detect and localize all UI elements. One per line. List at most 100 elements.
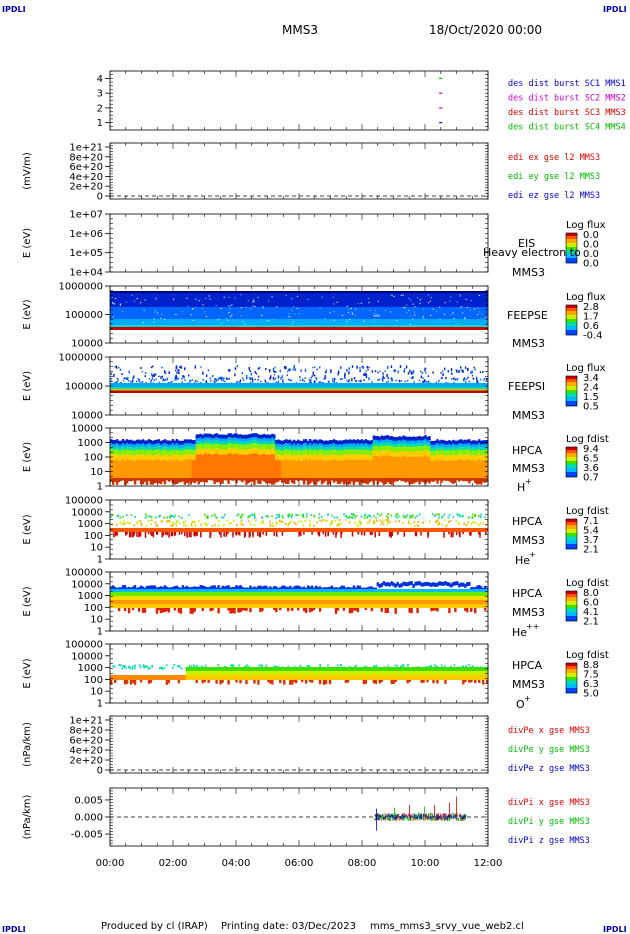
col bbox=[217, 434, 220, 439]
speckle bbox=[228, 312, 230, 314]
col bbox=[273, 596, 276, 600]
col bbox=[175, 446, 179, 450]
col bbox=[207, 443, 210, 449]
col bbox=[127, 450, 131, 456]
speckle bbox=[475, 376, 478, 381]
col bbox=[195, 478, 198, 482]
speckle bbox=[293, 367, 295, 370]
speckle bbox=[400, 665, 402, 668]
col bbox=[456, 455, 459, 461]
speckle bbox=[470, 532, 472, 536]
col bbox=[161, 589, 165, 592]
col bbox=[215, 453, 218, 480]
speckle bbox=[442, 370, 444, 372]
col bbox=[422, 446, 425, 452]
col bbox=[372, 589, 375, 592]
col bbox=[205, 586, 208, 591]
col bbox=[326, 444, 330, 448]
col bbox=[191, 589, 194, 592]
speckle bbox=[254, 516, 256, 519]
col bbox=[436, 459, 439, 480]
col bbox=[364, 446, 368, 450]
col bbox=[129, 589, 133, 592]
col bbox=[151, 450, 155, 456]
speckle bbox=[354, 516, 356, 519]
colorbar-swatch bbox=[566, 532, 577, 534]
overlay-label: Heavy electron to bbox=[483, 246, 581, 259]
col bbox=[310, 460, 314, 480]
col bbox=[446, 455, 449, 461]
speckle bbox=[353, 513, 355, 516]
col bbox=[231, 604, 234, 608]
col bbox=[151, 585, 155, 590]
speckle bbox=[117, 514, 120, 517]
col bbox=[125, 592, 129, 596]
col bbox=[370, 443, 374, 447]
col bbox=[342, 592, 346, 596]
speckle bbox=[254, 371, 256, 374]
col bbox=[484, 440, 487, 445]
speckle bbox=[301, 514, 303, 517]
col bbox=[229, 604, 232, 608]
col bbox=[410, 446, 413, 452]
col bbox=[424, 604, 427, 608]
speckle bbox=[234, 367, 237, 370]
col bbox=[145, 592, 149, 596]
colorbar-swatch bbox=[566, 458, 577, 460]
col bbox=[259, 604, 262, 608]
col bbox=[147, 449, 151, 455]
y-tick-label: 1e+06 bbox=[69, 229, 103, 240]
col bbox=[249, 608, 252, 613]
col bbox=[370, 449, 374, 455]
col bbox=[346, 446, 350, 450]
col bbox=[332, 478, 336, 483]
col bbox=[306, 460, 310, 480]
speckle bbox=[462, 378, 465, 382]
col bbox=[143, 592, 147, 596]
col bbox=[320, 604, 324, 608]
col bbox=[239, 444, 242, 450]
col bbox=[209, 440, 212, 444]
col bbox=[183, 604, 186, 608]
col bbox=[257, 441, 260, 445]
col bbox=[197, 449, 200, 455]
col bbox=[187, 459, 190, 480]
col bbox=[476, 444, 479, 448]
col bbox=[255, 440, 258, 444]
speckle bbox=[223, 296, 225, 298]
col bbox=[203, 586, 206, 591]
col bbox=[434, 440, 437, 445]
col bbox=[255, 589, 258, 592]
col bbox=[117, 675, 121, 680]
speckle bbox=[188, 513, 190, 516]
col bbox=[277, 478, 280, 482]
col bbox=[380, 583, 383, 588]
col bbox=[446, 447, 449, 451]
speckle bbox=[470, 371, 472, 374]
col bbox=[312, 589, 316, 592]
col bbox=[320, 443, 324, 447]
col bbox=[460, 439, 463, 444]
col bbox=[277, 439, 280, 444]
col bbox=[255, 600, 258, 604]
col bbox=[253, 604, 256, 608]
colorbar-tick-label: 6.0 bbox=[583, 598, 599, 609]
speckle bbox=[368, 377, 370, 381]
col bbox=[239, 592, 242, 596]
col bbox=[131, 596, 135, 600]
col bbox=[287, 449, 290, 455]
col bbox=[318, 459, 322, 480]
col bbox=[177, 589, 181, 592]
col bbox=[464, 459, 467, 480]
col bbox=[225, 589, 228, 592]
colorbar-tick-label: 2.4 bbox=[583, 383, 599, 394]
col bbox=[410, 436, 413, 441]
col bbox=[221, 604, 224, 608]
col bbox=[155, 675, 159, 680]
col bbox=[159, 586, 163, 591]
col bbox=[304, 443, 308, 447]
colorbar-title: Log fdist bbox=[566, 506, 609, 517]
col bbox=[472, 592, 475, 596]
colorbar-swatch bbox=[566, 452, 577, 454]
col bbox=[249, 585, 252, 590]
